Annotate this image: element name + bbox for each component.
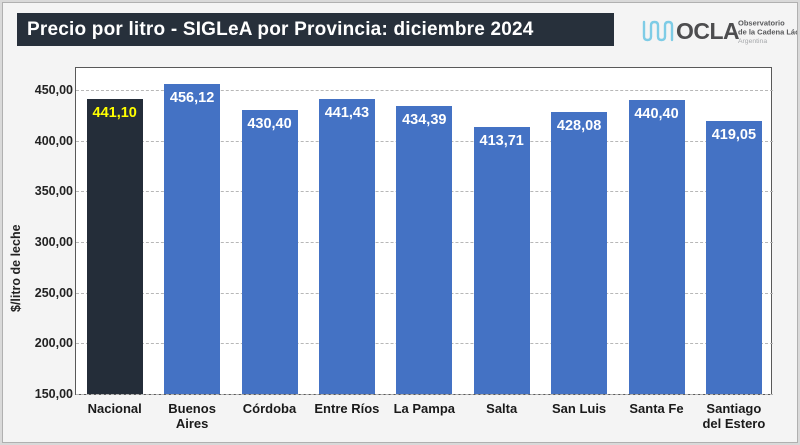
svg-text:OCLA: OCLA [676, 18, 739, 44]
svg-text:Argentina: Argentina [738, 38, 767, 45]
svg-text:Observatorio: Observatorio [738, 19, 785, 28]
svg-text:de la Cadena Láctea: de la Cadena Láctea [738, 27, 798, 36]
